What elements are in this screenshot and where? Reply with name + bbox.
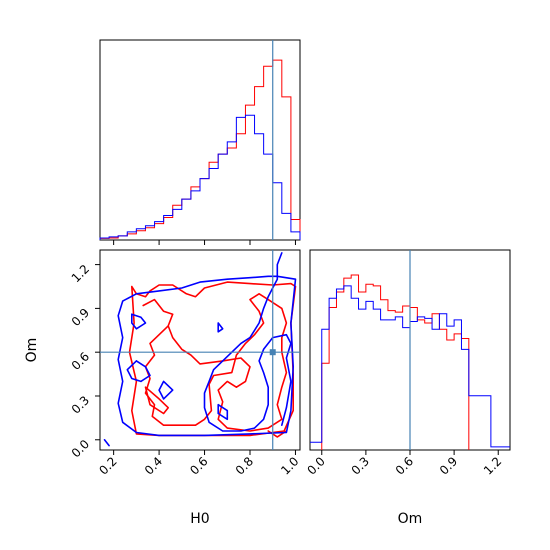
om-hist-x-tick-label: 0.0 [304, 454, 327, 477]
contour-y-ticks: 0.0 0.3 0.6 0.9 1.2 [69, 262, 100, 460]
contour-y-tick-label: 0.3 [69, 393, 92, 416]
h0-histogram-panel [99, 39, 301, 245]
om-histogram-series [310, 274, 510, 450]
truth-marker [269, 349, 276, 356]
h0-histogram-series [99, 59, 301, 240]
contour-x-tick-label: 0.6 [187, 454, 210, 477]
contour-y-tick-label: 0.0 [69, 437, 92, 460]
contour-y-tick-label: 0.9 [69, 306, 92, 329]
contour-blue-8 [217, 322, 224, 333]
om-hist-red [321, 274, 470, 450]
h0-histogram-frame [99, 39, 301, 241]
contour-x-tick-label: 0.8 [233, 454, 256, 477]
contour-red-1 [142, 293, 288, 432]
contour-x-tick-label: 0.4 [142, 454, 165, 477]
h0-hist-blue [99, 114, 301, 240]
contour-y-tick-label: 0.6 [69, 349, 92, 372]
x-axis-label-om: Om [398, 511, 423, 527]
h0-om-contour-panel: 0.2 0.4 0.6 0.8 1.0 0.0 0.3 0.6 0.9 1.2 [69, 249, 302, 478]
om-hist-x-tick-label: 0.9 [437, 454, 460, 477]
x-axis-label-h0: H0 [190, 511, 209, 527]
om-hist-x-tick-label: 1.2 [481, 454, 504, 477]
contour-blue-6 [203, 333, 292, 432]
contour-blue-0 [103, 439, 110, 447]
contour-blue-4 [158, 380, 174, 400]
h0-hist-red [99, 59, 301, 240]
om-histogram-ticks: 0.0 0.3 0.6 0.9 1.2 [304, 450, 504, 478]
contour-y-tick-label: 1.2 [69, 262, 92, 285]
contour-series [103, 252, 297, 447]
contour-truth [100, 250, 300, 450]
contour-frame [99, 249, 301, 451]
contour-x-tick-label: 1.0 [278, 454, 301, 477]
om-histogram-panel: 0.0 0.3 0.6 0.9 1.2 [304, 249, 511, 478]
om-hist-x-tick-label: 0.3 [349, 454, 372, 477]
contour-blue-1 [117, 275, 297, 437]
y-axis-label-om: Om [24, 338, 40, 363]
contour-blue-5 [231, 252, 283, 353]
h0-histogram-ticks [113, 240, 296, 245]
contour-red-0 [128, 281, 297, 437]
contour-blue-2 [131, 313, 147, 330]
contour-red-2 [144, 386, 169, 415]
contour-blue-3 [126, 360, 151, 383]
om-hist-x-tick-label: 0.6 [393, 454, 416, 477]
contour-blue-7 [217, 403, 229, 421]
contour-x-ticks: 0.2 0.4 0.6 0.8 1.0 [96, 450, 302, 478]
contour-x-tick-label: 0.2 [96, 454, 119, 477]
om-hist-blue [310, 285, 510, 448]
